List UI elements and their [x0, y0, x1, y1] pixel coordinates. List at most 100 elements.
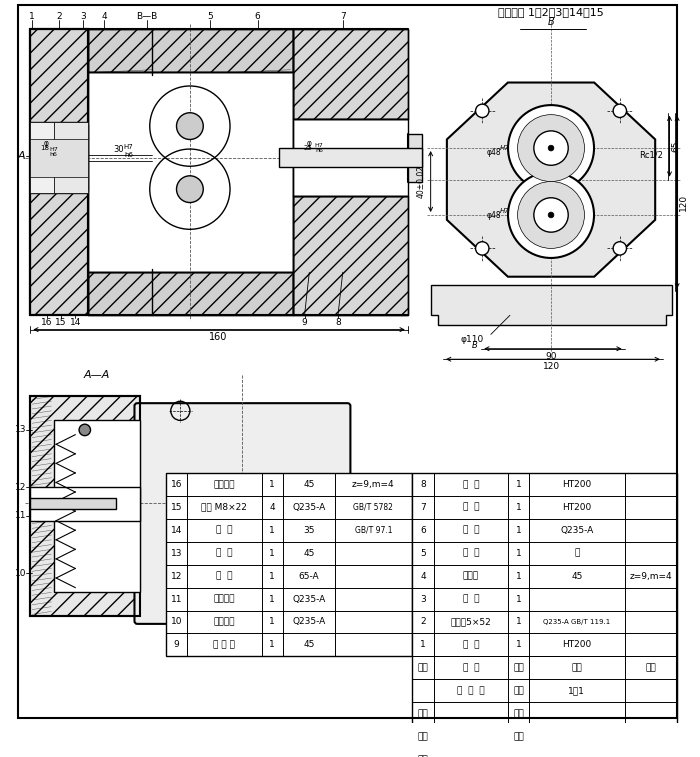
- Text: 1: 1: [516, 526, 522, 534]
- Text: 纸  垫: 纸 垫: [463, 594, 479, 603]
- Bar: [293, 196, 407, 315]
- Text: 1: 1: [516, 549, 522, 558]
- Text: 1: 1: [270, 526, 275, 534]
- Text: 5: 5: [207, 12, 213, 20]
- Bar: [166, 473, 412, 656]
- Text: Q235-A GB/T 119.1: Q235-A GB/T 119.1: [543, 619, 610, 625]
- Text: 120: 120: [542, 363, 559, 372]
- Text: 2: 2: [56, 12, 62, 20]
- Text: GB/T 97.1: GB/T 97.1: [355, 526, 392, 534]
- Text: GB/T 5782: GB/T 5782: [354, 503, 393, 512]
- Text: 名  称: 名 称: [463, 663, 479, 672]
- Text: z=9,m=4: z=9,m=4: [352, 480, 395, 489]
- Text: 10: 10: [15, 569, 27, 578]
- Text: B: B: [472, 341, 477, 350]
- Bar: [293, 120, 407, 196]
- Text: 65-A: 65-A: [298, 572, 319, 581]
- Bar: [293, 196, 407, 315]
- Bar: [30, 488, 140, 521]
- Text: 65: 65: [671, 141, 680, 152]
- Text: 6: 6: [420, 526, 426, 534]
- Text: 1: 1: [270, 594, 275, 603]
- Text: 8: 8: [335, 319, 341, 328]
- Text: 13: 13: [171, 549, 182, 558]
- Text: 120: 120: [679, 194, 688, 211]
- Text: H7: H7: [314, 143, 323, 148]
- Text: 4: 4: [420, 572, 426, 581]
- Text: HT200: HT200: [562, 640, 592, 650]
- Text: Q235-A: Q235-A: [560, 526, 594, 534]
- Text: 1: 1: [270, 640, 275, 650]
- Text: 3: 3: [80, 12, 86, 20]
- Bar: [279, 148, 422, 167]
- Text: φ110: φ110: [460, 335, 484, 344]
- Text: 5: 5: [420, 549, 426, 558]
- Bar: [293, 29, 407, 120]
- Text: 1: 1: [270, 549, 275, 558]
- Circle shape: [508, 172, 594, 258]
- Text: 拆卸零件 1，2，3，14，15: 拆卸零件 1，2，3，14，15: [498, 8, 604, 17]
- Circle shape: [517, 114, 584, 182]
- Text: 泵  体: 泵 体: [463, 480, 479, 489]
- Text: H7: H7: [499, 208, 509, 214]
- Text: 1: 1: [516, 594, 522, 603]
- Bar: [347, 518, 412, 525]
- Text: 1: 1: [29, 12, 35, 20]
- Text: 6: 6: [255, 12, 260, 20]
- Circle shape: [517, 182, 584, 248]
- Text: 圆柱销5×52: 圆柱销5×52: [450, 618, 491, 627]
- Text: 毡: 毡: [574, 549, 580, 558]
- Text: 7: 7: [420, 503, 426, 512]
- Bar: [88, 29, 293, 72]
- Text: 9: 9: [174, 640, 179, 650]
- Text: φ48: φ48: [486, 148, 501, 157]
- Text: 4: 4: [270, 503, 275, 512]
- Text: 垫  圈: 垫 圈: [216, 526, 232, 534]
- Text: 9: 9: [302, 319, 307, 328]
- Text: h6: h6: [315, 148, 323, 154]
- Text: 泵  盖: 泵 盖: [463, 640, 479, 650]
- Text: Rc1/2: Rc1/2: [639, 151, 664, 159]
- Text: 螺栓 M8×22: 螺栓 M8×22: [202, 503, 247, 512]
- Text: 1: 1: [270, 572, 275, 581]
- Text: 件数: 件数: [513, 663, 524, 672]
- Circle shape: [534, 198, 568, 232]
- Bar: [30, 498, 116, 509]
- Text: 1: 1: [516, 503, 522, 512]
- Text: 填  料: 填 料: [463, 549, 479, 558]
- Text: 调节螺钉: 调节螺钉: [214, 594, 235, 603]
- Text: 1: 1: [516, 480, 522, 489]
- Bar: [347, 482, 412, 490]
- Bar: [30, 397, 140, 616]
- Text: 制图: 制图: [418, 709, 428, 718]
- Text: 比例: 比例: [513, 687, 524, 695]
- Circle shape: [176, 176, 203, 203]
- Text: A: A: [18, 151, 26, 160]
- Text: Q235-A: Q235-A: [292, 503, 326, 512]
- Circle shape: [508, 105, 594, 191]
- Bar: [30, 29, 88, 315]
- Text: 钢  球: 钢 球: [216, 549, 232, 558]
- Text: 1: 1: [516, 572, 522, 581]
- FancyBboxPatch shape: [134, 403, 351, 624]
- Circle shape: [613, 104, 626, 117]
- Text: 13: 13: [15, 425, 27, 435]
- Text: Q235-A: Q235-A: [292, 618, 326, 627]
- Bar: [407, 134, 422, 182]
- Text: 弹  簧: 弹 簧: [216, 572, 232, 581]
- Text: φ: φ: [307, 139, 312, 148]
- Text: h6: h6: [49, 152, 57, 157]
- Text: 1: 1: [270, 618, 275, 627]
- Text: 齿轮轴: 齿轮轴: [463, 572, 479, 581]
- Text: 12: 12: [171, 572, 182, 581]
- Text: 35: 35: [303, 526, 314, 534]
- Text: 螺  母: 螺 母: [463, 526, 479, 534]
- Bar: [30, 29, 88, 315]
- Bar: [88, 273, 293, 315]
- Text: z=9,m=4: z=9,m=4: [629, 572, 672, 581]
- Text: 7: 7: [340, 12, 346, 20]
- Text: 防护螺母: 防护螺母: [214, 618, 235, 627]
- Text: 3: 3: [420, 594, 426, 603]
- Text: 45: 45: [303, 640, 314, 650]
- Text: 1：1: 1：1: [568, 687, 585, 695]
